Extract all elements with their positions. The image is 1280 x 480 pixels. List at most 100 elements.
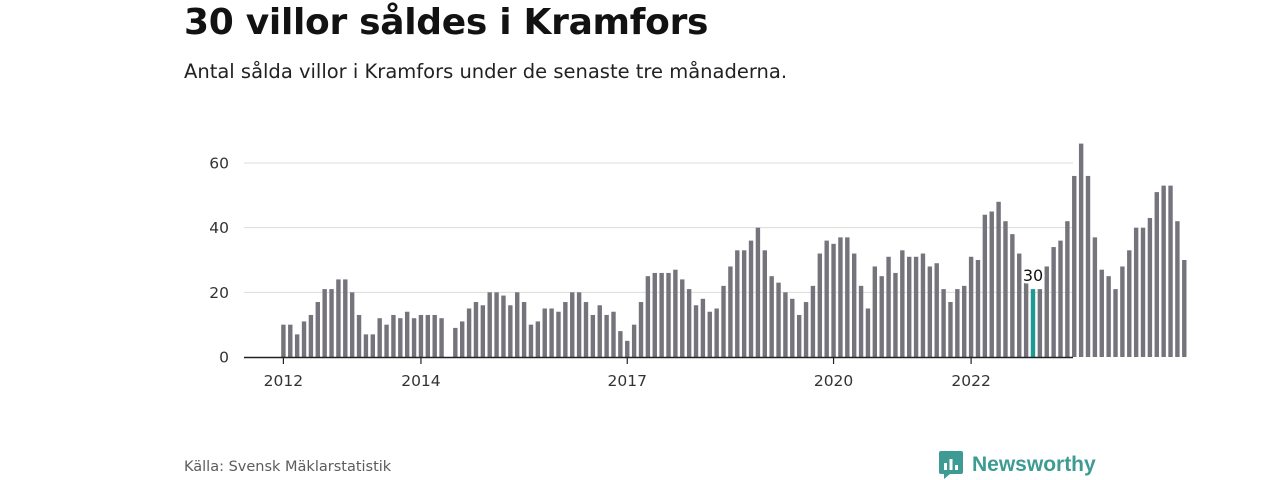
bar xyxy=(948,302,953,357)
bar xyxy=(563,302,568,357)
bar xyxy=(625,340,630,357)
brand-logo[interactable]: Newsworthy xyxy=(938,450,1096,480)
bar xyxy=(398,318,403,357)
bar xyxy=(645,276,651,357)
page-subtitle: Antal sålda villor i Kramfors under de s… xyxy=(184,60,788,83)
bar xyxy=(460,321,465,357)
source-note: Källa: Svensk Mäklarstatistik xyxy=(184,459,392,475)
bar xyxy=(686,289,692,357)
bar xyxy=(480,305,486,357)
bar xyxy=(968,256,974,357)
bar xyxy=(721,285,726,357)
bar xyxy=(611,311,616,357)
bar xyxy=(343,279,348,357)
x-tick-label: 2022 xyxy=(951,372,990,390)
bar xyxy=(528,324,534,357)
bar xyxy=(755,227,761,357)
bar xyxy=(652,272,657,357)
bar xyxy=(1037,289,1043,357)
bar xyxy=(886,256,891,357)
bar xyxy=(1154,192,1159,357)
bar xyxy=(975,260,981,357)
bar xyxy=(659,272,664,357)
bar xyxy=(982,214,988,357)
bar xyxy=(845,237,850,357)
bar xyxy=(838,237,843,357)
bar xyxy=(521,302,527,357)
bar xyxy=(377,318,382,357)
y-tick-label: 20 xyxy=(209,284,229,302)
bar xyxy=(515,292,520,357)
bar xyxy=(1182,260,1187,357)
bar xyxy=(728,266,733,357)
bar xyxy=(1023,276,1029,357)
bar xyxy=(542,308,547,357)
bar xyxy=(865,308,871,357)
bar xyxy=(666,272,671,357)
bar xyxy=(1120,266,1125,357)
bar xyxy=(920,253,926,357)
value-label-halo: 30 xyxy=(1023,266,1043,285)
axes xyxy=(244,356,1073,364)
page-title: 30 villor såldes i Kramfors xyxy=(184,2,709,43)
x-tick-label: 2020 xyxy=(814,372,853,390)
bar xyxy=(762,250,767,357)
bar xyxy=(425,314,431,357)
bar xyxy=(1010,234,1015,357)
bar xyxy=(508,305,513,357)
bar xyxy=(604,314,609,357)
bar xyxy=(962,285,967,357)
bar xyxy=(810,285,816,357)
bar xyxy=(618,331,623,357)
bar xyxy=(356,314,362,357)
bar xyxy=(831,243,836,357)
bar xyxy=(570,292,575,357)
bar xyxy=(1113,289,1118,357)
bar xyxy=(783,292,788,357)
bar xyxy=(411,318,417,357)
bar xyxy=(363,334,369,357)
bar xyxy=(735,250,740,357)
bar xyxy=(1044,266,1049,357)
bar xyxy=(1051,247,1056,357)
bar xyxy=(707,311,712,357)
bar xyxy=(1078,143,1084,357)
bar xyxy=(288,324,293,357)
bar xyxy=(748,240,754,357)
bar xyxy=(501,295,506,357)
highlight-bar xyxy=(1030,289,1036,357)
bar xyxy=(439,318,444,357)
bar xyxy=(432,314,437,357)
bar xyxy=(322,289,327,357)
bar xyxy=(680,279,685,357)
bar xyxy=(336,279,341,357)
bar xyxy=(1175,221,1180,357)
bar xyxy=(803,302,809,357)
bar xyxy=(790,298,795,357)
bar xyxy=(631,324,637,357)
bar xyxy=(1106,276,1111,357)
bar xyxy=(638,302,644,357)
bar xyxy=(349,292,355,357)
bar xyxy=(556,311,561,357)
bar xyxy=(576,292,582,357)
bar xyxy=(384,324,389,357)
bar xyxy=(769,276,774,357)
bar xyxy=(281,324,286,357)
bar xyxy=(989,211,994,357)
bar xyxy=(583,302,589,357)
bar xyxy=(927,266,933,357)
bar xyxy=(879,276,884,357)
bar xyxy=(301,321,307,357)
bar xyxy=(1140,227,1146,357)
grid-lines xyxy=(244,162,1073,293)
bar xyxy=(934,263,939,357)
bar xyxy=(1085,175,1091,357)
bar xyxy=(714,308,719,357)
bar xyxy=(370,334,376,357)
bar xyxy=(294,334,300,357)
bar xyxy=(955,289,960,357)
bar xyxy=(1003,221,1008,357)
bar xyxy=(913,256,919,357)
